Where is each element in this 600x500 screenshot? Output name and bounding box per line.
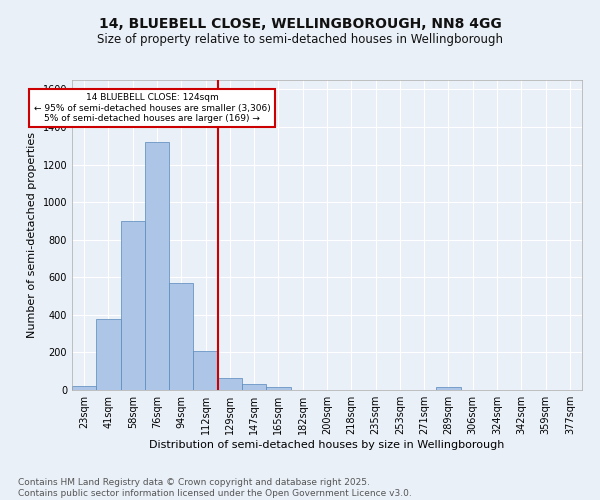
Bar [242,384,266,390]
Text: Contains HM Land Registry data © Crown copyright and database right 2025.
Contai: Contains HM Land Registry data © Crown c… [18,478,412,498]
Bar [436,387,461,390]
Text: 14 BLUEBELL CLOSE: 124sqm
← 95% of semi-detached houses are smaller (3,306)
5% o: 14 BLUEBELL CLOSE: 124sqm ← 95% of semi-… [34,93,271,123]
Text: 14, BLUEBELL CLOSE, WELLINGBOROUGH, NN8 4GG: 14, BLUEBELL CLOSE, WELLINGBOROUGH, NN8 … [98,18,502,32]
Bar [121,221,145,390]
Y-axis label: Number of semi-detached properties: Number of semi-detached properties [27,132,37,338]
Bar [193,352,218,390]
Bar [169,283,193,390]
Text: Size of property relative to semi-detached houses in Wellingborough: Size of property relative to semi-detach… [97,32,503,46]
X-axis label: Distribution of semi-detached houses by size in Wellingborough: Distribution of semi-detached houses by … [149,440,505,450]
Bar [218,378,242,390]
Bar [145,142,169,390]
Bar [72,386,96,390]
Bar [266,387,290,390]
Bar [96,318,121,390]
